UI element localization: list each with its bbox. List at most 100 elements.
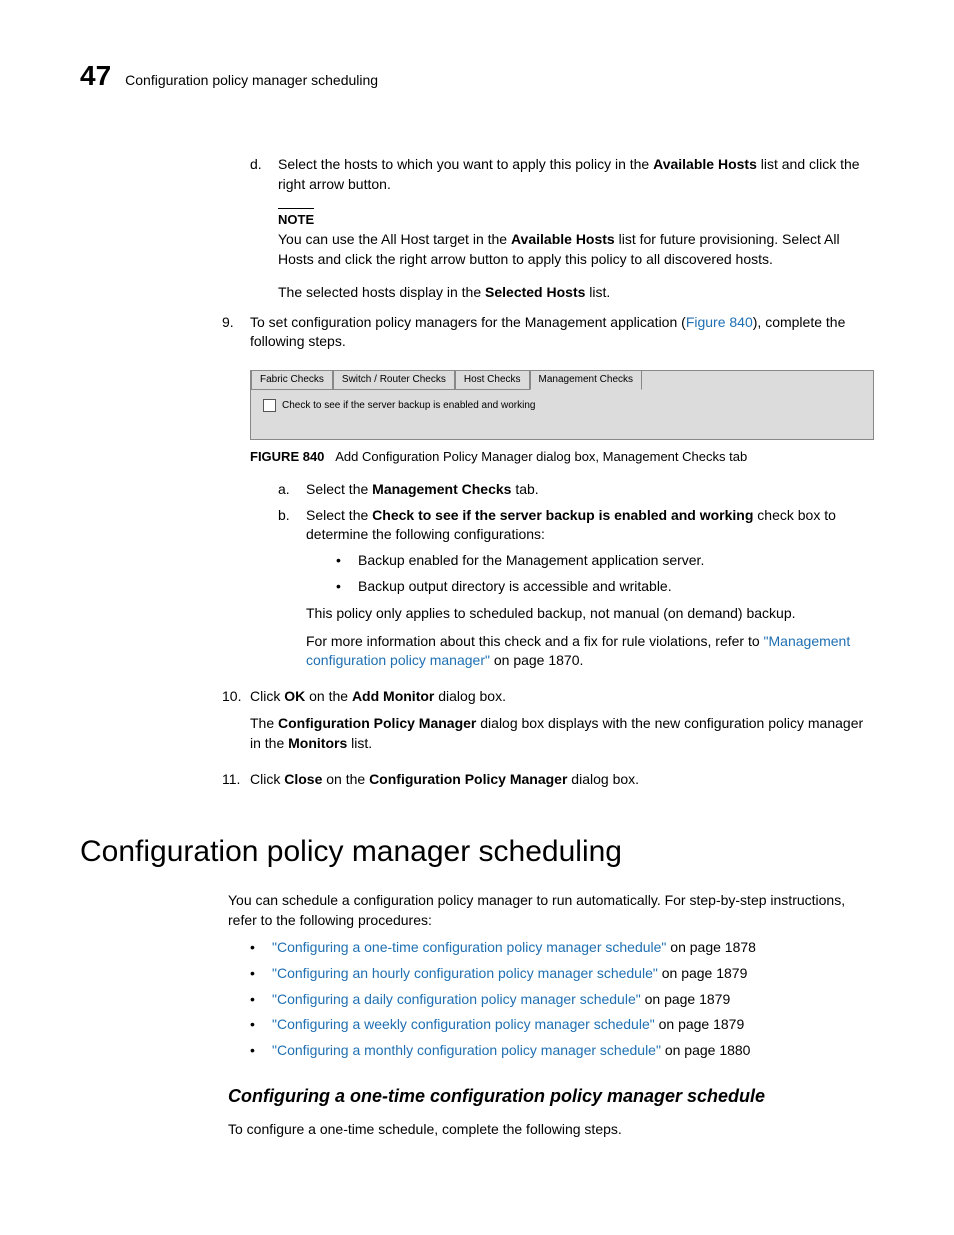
cross-ref-link[interactable]: "Configuring a daily configuration polic… [272, 991, 641, 1007]
text: on page 1879 [658, 965, 748, 981]
step-marker: 9. [222, 313, 250, 352]
list-item: •"Configuring a daily configuration poli… [250, 990, 874, 1010]
text: on the [305, 688, 352, 704]
list-item: •Backup output directory is accessible a… [336, 577, 874, 597]
note-label: NOTE [278, 208, 314, 229]
text: Select the hosts to which you want to ap… [278, 156, 653, 172]
step-body: Click Close on the Configuration Policy … [250, 770, 874, 790]
bullet-icon: • [336, 551, 358, 571]
note-text: You can use the All Host target in the A… [278, 230, 874, 269]
text: on page 1880 [661, 1042, 751, 1058]
text: The selected hosts display in the [278, 284, 485, 300]
step-marker: a. [278, 480, 306, 500]
step-9a: a. Select the Management Checks tab. [278, 480, 874, 500]
chapter-title: Configuration policy manager scheduling [125, 71, 378, 91]
text: Backup output directory is accessible an… [358, 577, 672, 597]
text: dialog box. [434, 688, 506, 704]
step-d: d. Select the hosts to which you want to… [250, 155, 874, 194]
paragraph: The Configuration Policy Manager dialog … [250, 714, 874, 753]
list-item: •"Configuring a weekly configuration pol… [250, 1015, 874, 1035]
bullet-list: •Backup enabled for the Management appli… [336, 551, 874, 596]
text: list. [585, 284, 610, 300]
cross-ref-link[interactable]: "Configuring a weekly configuration poli… [272, 1016, 655, 1032]
figure-number: FIGURE 840 [250, 449, 324, 464]
text: You can use the All Host target in the [278, 231, 511, 247]
bullet-icon: • [250, 1041, 272, 1061]
text: Backup enabled for the Management applic… [358, 551, 704, 571]
text: on page 1870. [490, 652, 583, 668]
text: on page 1878 [666, 939, 756, 955]
tab-switch[interactable]: Switch / Router Checks [333, 371, 455, 390]
cross-ref-link[interactable]: "Configuring a one-time configuration po… [272, 939, 666, 955]
text: To set configuration policy managers for… [250, 314, 686, 330]
text: The [250, 715, 278, 731]
text: Click [250, 771, 284, 787]
step-marker: 11. [222, 770, 250, 790]
list-item: •Backup enabled for the Management appli… [336, 551, 874, 571]
checkbox-icon[interactable] [263, 399, 276, 412]
subsection-heading: Configuring a one-time configuration pol… [228, 1084, 874, 1109]
text: For more information about this check an… [306, 633, 764, 649]
text: on page 1879 [655, 1016, 745, 1032]
bold-text: Management Checks [372, 481, 511, 497]
paragraph: This policy only applies to scheduled ba… [306, 604, 874, 624]
paragraph: You can schedule a configuration policy … [228, 891, 874, 930]
step-11: 11. Click Close on the Configuration Pol… [222, 770, 874, 790]
bold-text: Monitors [288, 735, 347, 751]
text: dialog box. [567, 771, 639, 787]
cross-ref-link[interactable]: "Configuring an hourly configuration pol… [272, 965, 658, 981]
bold-text: Available Hosts [511, 231, 615, 247]
text: Select the [306, 507, 372, 523]
step-body: Select the hosts to which you want to ap… [278, 155, 874, 194]
step-marker: 10. [222, 687, 250, 762]
step-9: 9. To set configuration policy managers … [222, 313, 874, 352]
text: list. [347, 735, 372, 751]
step-body: Click OK on the Add Monitor dialog box. … [250, 687, 874, 762]
list-item: •"Configuring a one-time configuration p… [250, 938, 874, 958]
cross-ref-link[interactable]: "Configuring a monthly configuration pol… [272, 1042, 661, 1058]
bold-text: Selected Hosts [485, 284, 585, 300]
section-heading: Configuration policy manager scheduling [80, 831, 874, 873]
step-marker: d. [250, 155, 278, 194]
step-body: Select the Management Checks tab. [306, 480, 874, 500]
note-block: NOTE You can use the All Host target in … [278, 208, 874, 269]
step-9b: b. Select the Check to see if the server… [278, 506, 874, 679]
checkbox-label: Check to see if the server backup is ena… [282, 399, 535, 413]
figure-caption: FIGURE 840 Add Configuration Policy Mana… [250, 448, 874, 466]
paragraph: For more information about this check an… [306, 632, 874, 671]
text: Select the [306, 481, 372, 497]
bold-text: OK [284, 688, 305, 704]
page-content: d. Select the hosts to which you want to… [250, 155, 874, 1139]
tab-management[interactable]: Management Checks [530, 371, 643, 390]
text: on page 1879 [641, 991, 731, 1007]
bullet-icon: • [250, 938, 272, 958]
bold-text: Close [284, 771, 322, 787]
list-item: •"Configuring a monthly configuration po… [250, 1041, 874, 1061]
text: tab. [511, 481, 538, 497]
figure-title: Add Configuration Policy Manager dialog … [335, 449, 747, 464]
list-item: •"Configuring an hourly configuration po… [250, 964, 874, 984]
bold-text: Check to see if the server backup is ena… [372, 507, 753, 523]
figure-link[interactable]: Figure 840 [686, 314, 753, 330]
step-10: 10. Click OK on the Add Monitor dialog b… [222, 687, 874, 762]
bold-text: Configuration Policy Manager [278, 715, 476, 731]
tab-fabric[interactable]: Fabric Checks [251, 371, 333, 390]
schedule-links-list: •"Configuring a one-time configuration p… [250, 938, 874, 1060]
paragraph: The selected hosts display in the Select… [278, 283, 874, 303]
bullet-icon: • [250, 964, 272, 984]
bullet-icon: • [250, 990, 272, 1010]
tab-bar: Fabric Checks Switch / Router Checks Hos… [251, 371, 642, 390]
step-body: To set configuration policy managers for… [250, 313, 874, 352]
bold-text: Configuration Policy Manager [369, 771, 567, 787]
text: Click [250, 688, 284, 704]
step-marker: b. [278, 506, 306, 679]
page-header: 47 Configuration policy manager scheduli… [80, 56, 874, 95]
chapter-number: 47 [80, 56, 111, 95]
figure-screenshot: Fabric Checks Switch / Router Checks Hos… [250, 370, 874, 440]
tab-host[interactable]: Host Checks [455, 371, 530, 390]
bold-text: Available Hosts [653, 156, 757, 172]
bullet-icon: • [336, 577, 358, 597]
bullet-icon: • [250, 1015, 272, 1035]
step-body: Select the Check to see if the server ba… [306, 506, 874, 679]
checkbox-row: Check to see if the server backup is ena… [263, 399, 535, 413]
